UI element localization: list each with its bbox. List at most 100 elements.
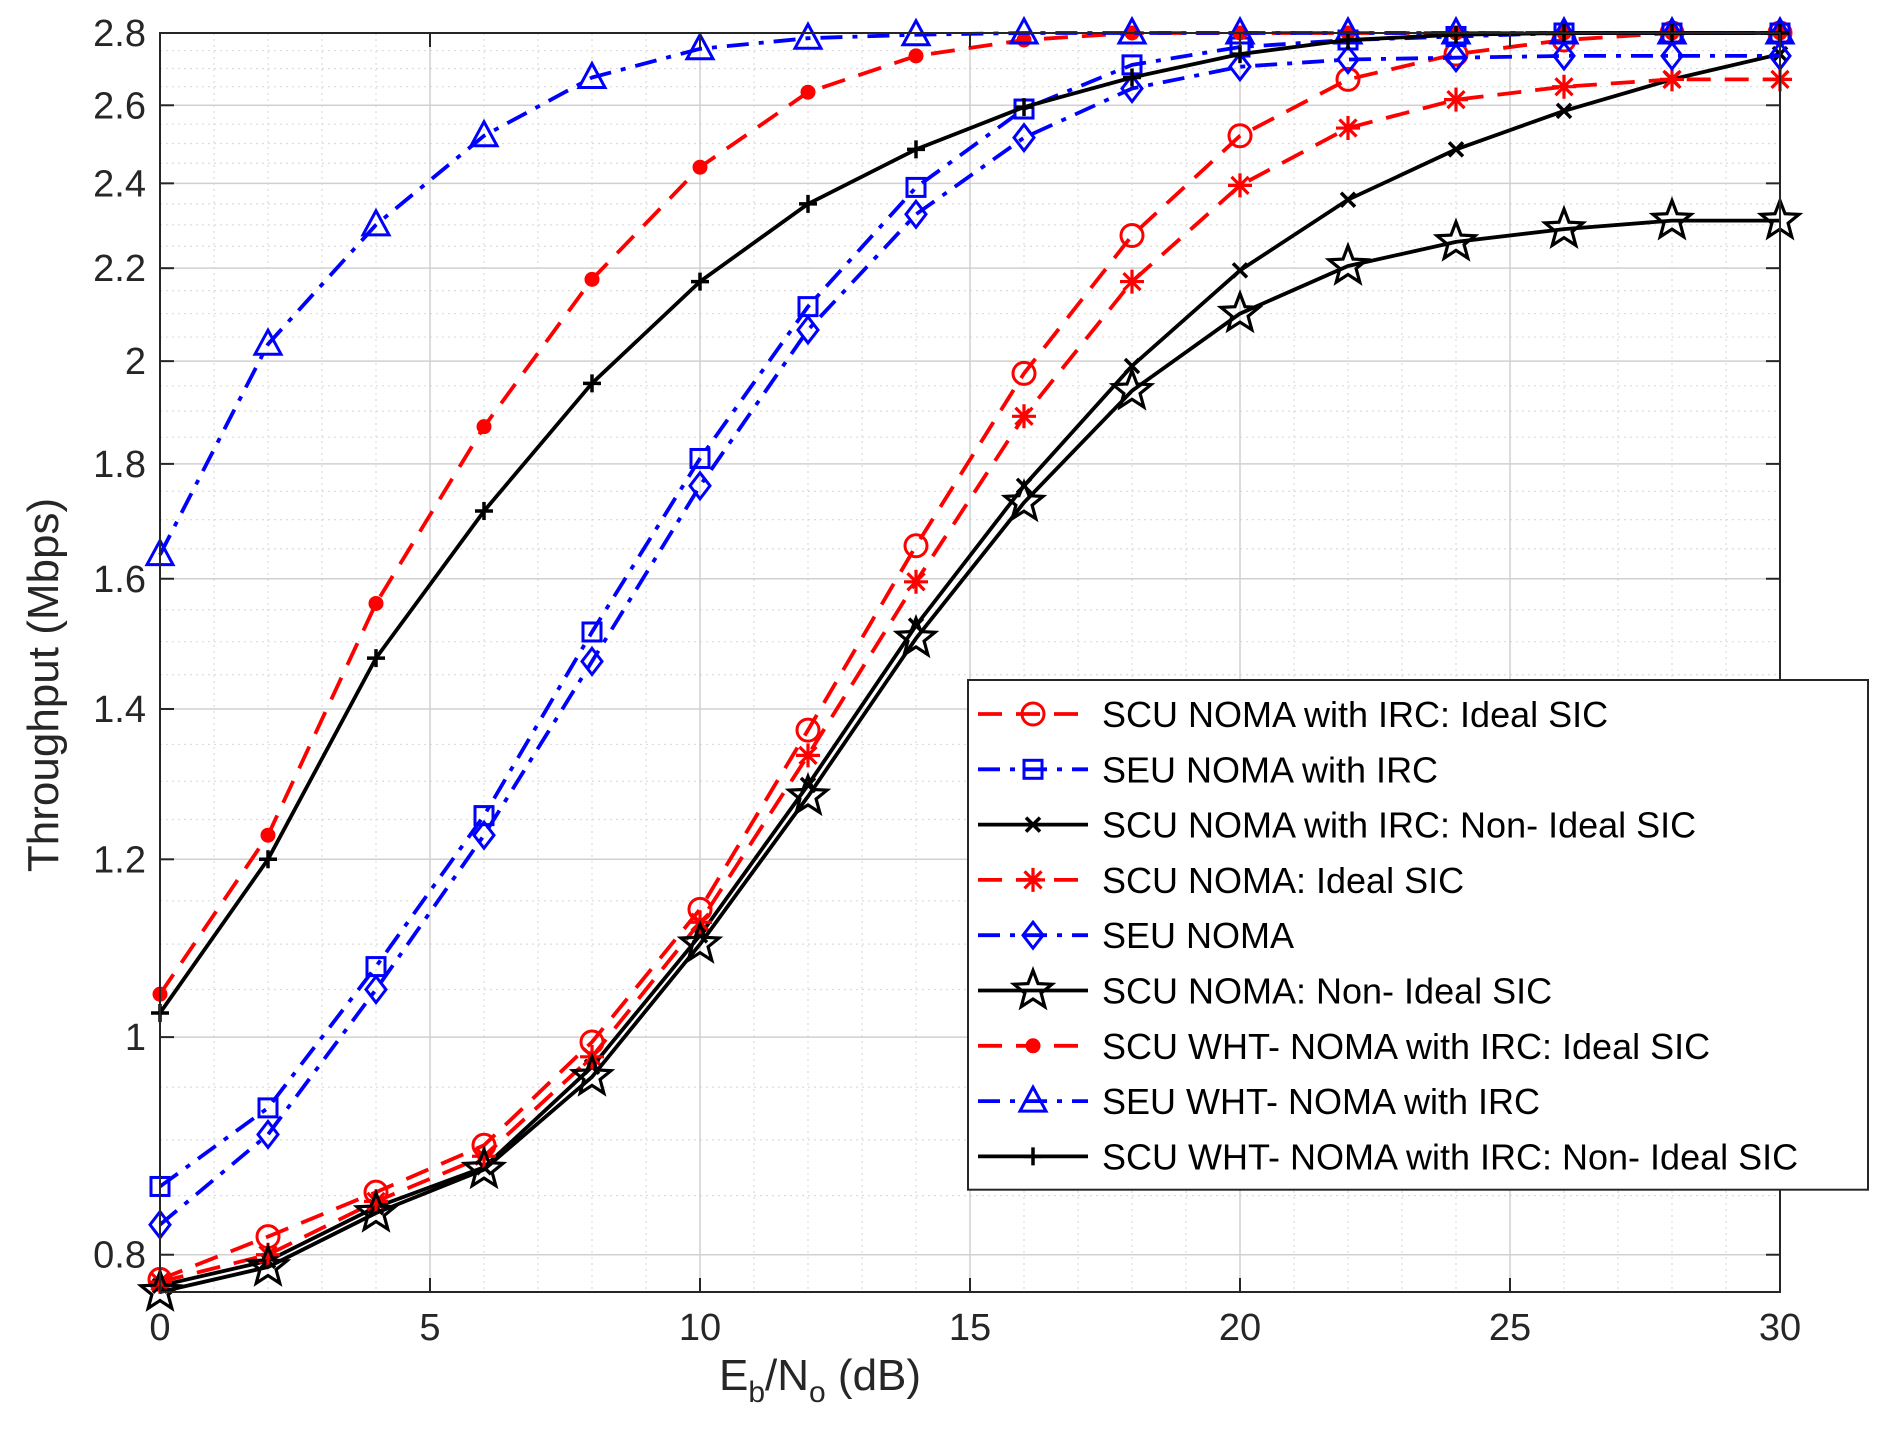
y-tick-label: 1 <box>125 1017 146 1059</box>
legend-label: SCU WHT- NOMA with IRC: Non- Ideal SIC <box>1102 1136 1798 1177</box>
data-point <box>692 159 708 175</box>
legend-label: SCU NOMA with IRC: Ideal SIC <box>1102 694 1608 735</box>
legend-label: SEU NOMA <box>1102 915 1294 956</box>
data-point <box>908 48 924 64</box>
data-point <box>1012 122 1036 154</box>
legend-marker <box>1021 919 1045 951</box>
y-axis-label: Throughput (Mbps) <box>19 498 68 872</box>
legend-entry: SCU NOMA with IRC: Ideal SIC <box>978 694 1608 735</box>
data-point <box>795 717 821 743</box>
y-tick-label: 2.6 <box>93 85 146 127</box>
data-point <box>1120 269 1144 294</box>
x-axis-label-main: E <box>719 1351 748 1400</box>
data-point <box>1660 40 1684 72</box>
data-point <box>368 595 384 611</box>
y-tick-label: 2.4 <box>93 163 146 205</box>
series-line <box>159 218 1780 1294</box>
data-point <box>1231 262 1249 279</box>
data-point <box>1015 98 1033 117</box>
legend: SCU NOMA with IRC: Ideal SIC SEU NOMA wit… <box>967 679 1869 1191</box>
legend-entry: SEU NOMA <box>978 915 1294 956</box>
data-point <box>475 502 493 521</box>
data-point <box>1444 42 1468 74</box>
data-point <box>352 1188 400 1233</box>
data-point <box>364 1189 388 1214</box>
data-point <box>1012 404 1036 429</box>
data-point <box>907 140 925 159</box>
data-point <box>468 118 500 148</box>
x-axis-label-mid: /N <box>765 1351 809 1400</box>
data-point <box>1000 478 1048 523</box>
data-point <box>1120 73 1144 104</box>
data-point <box>1216 289 1264 334</box>
data-point <box>1444 87 1468 112</box>
data-point <box>1008 15 1040 45</box>
data-point <box>583 374 601 393</box>
x-tick-label: 10 <box>679 1307 721 1349</box>
data-point <box>1336 116 1360 141</box>
data-point <box>688 470 712 502</box>
data-point <box>1123 68 1141 87</box>
series-5 <box>148 40 1792 1241</box>
data-point <box>691 272 709 291</box>
data-point <box>1447 25 1465 44</box>
legend-entry: SEU WHT- NOMA with IRC <box>978 1081 1540 1122</box>
data-point <box>460 1145 508 1190</box>
data-point <box>676 919 724 964</box>
legend-label: SCU NOMA: Ideal SIC <box>1102 860 1464 901</box>
series-line <box>159 31 1780 1282</box>
data-point <box>1123 357 1141 375</box>
data-point <box>904 198 928 230</box>
legend-entry: SCU NOMA: Ideal SIC <box>978 860 1464 901</box>
data-point <box>1548 15 1580 45</box>
y-tick-label: 1.2 <box>93 839 146 881</box>
data-point <box>1011 360 1037 386</box>
data-point <box>1016 32 1032 48</box>
legend-marker <box>1020 701 1046 727</box>
data-point <box>1335 66 1361 92</box>
x-axis-label-sub2: o <box>809 1376 826 1409</box>
series-line <box>158 54 1780 1227</box>
data-point <box>244 1242 292 1287</box>
y-tick-label: 2 <box>125 341 146 383</box>
data-point <box>1228 51 1252 83</box>
x-axis-label-tail: (dB) <box>826 1351 921 1400</box>
data-point <box>796 743 820 768</box>
x-tick-label: 20 <box>1219 1307 1261 1349</box>
x-tick-label: 30 <box>1759 1307 1801 1349</box>
data-point <box>1660 67 1684 92</box>
legend-label: SCU WHT- NOMA with IRC: Ideal SIC <box>1102 1026 1710 1067</box>
data-point <box>1555 102 1573 120</box>
data-point <box>252 327 284 356</box>
data-point <box>905 176 927 198</box>
data-point <box>904 569 928 594</box>
data-point <box>364 974 388 1005</box>
series-line <box>159 77 1780 1284</box>
legend-marker <box>1017 1083 1049 1113</box>
data-point <box>472 819 496 851</box>
data-point <box>136 1267 184 1312</box>
data-point <box>1432 217 1480 262</box>
y-tick-label: 1.6 <box>93 559 146 601</box>
data-point <box>903 533 929 559</box>
y-tick-label: 0.8 <box>93 1235 146 1277</box>
data-point <box>1656 15 1688 45</box>
data-point <box>584 271 600 287</box>
data-point <box>576 60 608 90</box>
y-tick-label: 1.8 <box>93 444 146 486</box>
x-tick-label: 25 <box>1489 1307 1531 1349</box>
data-point <box>1540 204 1588 249</box>
x-tick-label: 0 <box>149 1307 170 1349</box>
data-point <box>1336 44 1360 75</box>
data-point <box>259 850 277 869</box>
data-point <box>799 194 817 213</box>
y-tick-label: 2.8 <box>93 13 146 55</box>
data-point <box>580 645 604 677</box>
legend-marker <box>1024 1147 1042 1166</box>
data-point <box>1227 123 1253 149</box>
data-point <box>256 1242 280 1267</box>
legend-marker <box>1025 1038 1041 1054</box>
legend-entry: SCU NOMA: Non- Ideal SIC <box>978 966 1552 1012</box>
axes: 0 5 10 15 20 25 30 0.8 1 1.2 1.4 1.6 1.8 2 2.2 2.4 2.6 2.… <box>93 13 1801 1349</box>
